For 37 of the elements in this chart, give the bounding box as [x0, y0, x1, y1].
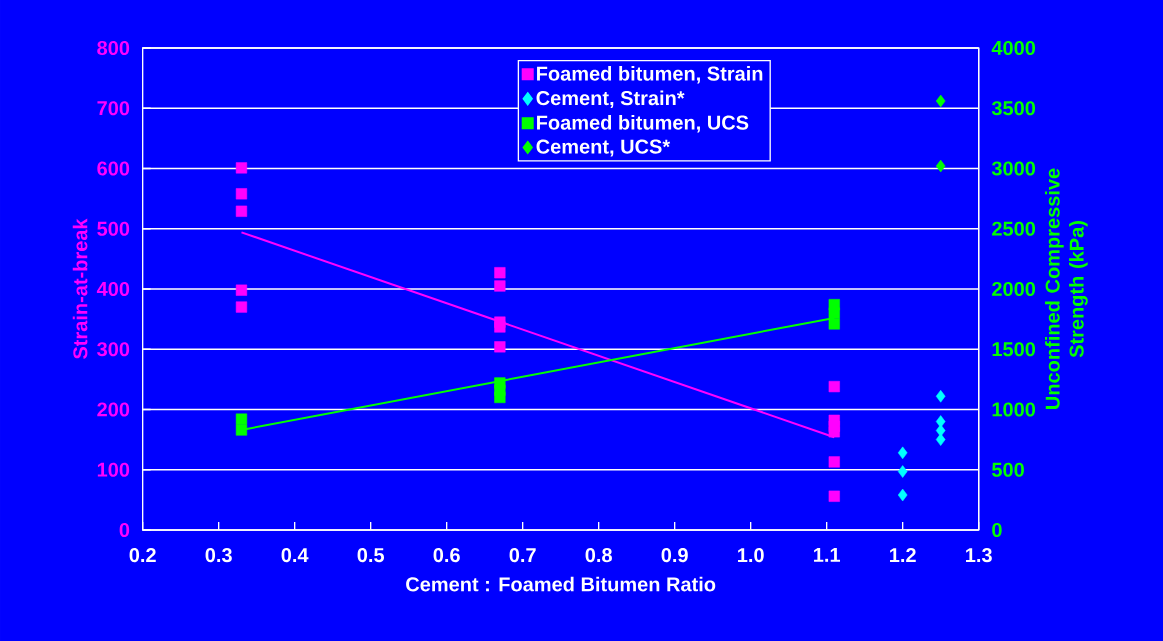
y2-tick-label: 500 — [991, 462, 1024, 477]
y2-tick-label: 0 — [992, 522, 1002, 538]
x-tick-label: 1.3 — [966, 548, 992, 563]
x-tick-label: 1.1 — [814, 548, 841, 562]
x-tick-label: 0.2 — [129, 548, 156, 563]
y-tick-label: 100 — [97, 462, 130, 477]
legend-label: Cement, UCS* — [536, 139, 671, 157]
y2-tick-label: 2000 — [992, 281, 1036, 297]
y-tick-label: 500 — [97, 221, 130, 236]
y2-tick-label: 1000 — [992, 402, 1036, 417]
legend-label: Cement, Strain* — [536, 90, 685, 109]
x-tick-label: 0.3 — [205, 548, 232, 563]
y2-tick-label: 3500 — [991, 101, 1036, 116]
y2-tick-label: 4000 — [991, 40, 1036, 56]
y2-tick-label: 3000 — [991, 161, 1036, 176]
x-tick-label: 1.0 — [738, 548, 764, 563]
x-tick-label: 0.9 — [661, 548, 688, 563]
x-tick-label: 0.8 — [585, 548, 612, 563]
x-tick-label: 0.6 — [433, 548, 460, 563]
y2-tick-label: 1500 — [992, 342, 1036, 357]
x-tick-label: 0.7 — [509, 548, 536, 563]
x-axis-title: Cement : Foamed Bitumen Ratio — [406, 576, 716, 592]
y-tick-label: 200 — [97, 402, 130, 417]
y-tick-label: 800 — [97, 40, 130, 56]
y-tick-label: 700 — [97, 101, 130, 116]
y-axis-title: Strain-at-break — [72, 218, 88, 359]
y2-axis-title: Unconfined Compressive Strength (kPa) — [1045, 168, 1088, 409]
y-tick-label: 600 — [97, 161, 130, 176]
x-tick-label: 0.5 — [357, 548, 385, 563]
y-tick-label: 0 — [119, 522, 130, 538]
legend-label: Foamed bitumen, Strain — [537, 66, 763, 84]
x-tick-label: 1.2 — [890, 548, 916, 562]
legend-label: Foamed bitumen, UCS — [537, 115, 749, 133]
y2-tick-label: 2500 — [992, 221, 1036, 236]
x-tick-label: 0.4 — [281, 548, 309, 563]
y-tick-label: 300 — [97, 342, 130, 357]
y-tick-label: 400 — [96, 281, 130, 297]
